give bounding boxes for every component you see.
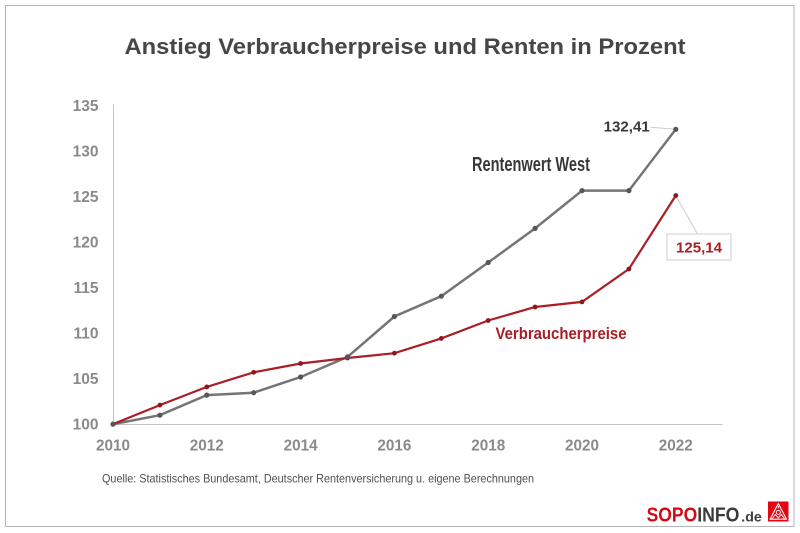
svg-text:2010: 2010 <box>96 438 130 455</box>
svg-text:132,41: 132,41 <box>604 119 650 136</box>
svg-text:Anstieg Verbraucherpreise und: Anstieg Verbraucherpreise und Renten in … <box>125 34 687 59</box>
svg-text:120: 120 <box>73 235 99 252</box>
svg-text:2020: 2020 <box>565 438 599 455</box>
svg-text:2018: 2018 <box>471 438 505 455</box>
svg-text:125,14: 125,14 <box>676 240 723 257</box>
svg-text:115: 115 <box>73 280 98 297</box>
svg-text:125: 125 <box>73 189 99 206</box>
svg-text:130: 130 <box>73 143 99 160</box>
svg-text:135: 135 <box>73 98 99 115</box>
svg-text:.de: .de <box>741 509 762 524</box>
svg-text:105: 105 <box>73 371 99 388</box>
svg-text:Quelle: Statistisches Bundesam: Quelle: Statistisches Bundesamt, Deutsch… <box>102 472 534 486</box>
svg-text:2016: 2016 <box>377 438 411 455</box>
svg-text:SOPO: SOPO <box>647 503 698 526</box>
svg-text:INFO: INFO <box>697 503 739 526</box>
svg-text:2012: 2012 <box>190 438 224 455</box>
svg-text:2014: 2014 <box>284 438 318 455</box>
svg-text:2022: 2022 <box>659 438 693 455</box>
svg-text:Rentenwert West: Rentenwert West <box>472 154 590 176</box>
svg-text:100: 100 <box>73 417 99 434</box>
svg-text:Verbraucherpreise: Verbraucherpreise <box>496 324 627 343</box>
svg-text:110: 110 <box>73 326 98 343</box>
